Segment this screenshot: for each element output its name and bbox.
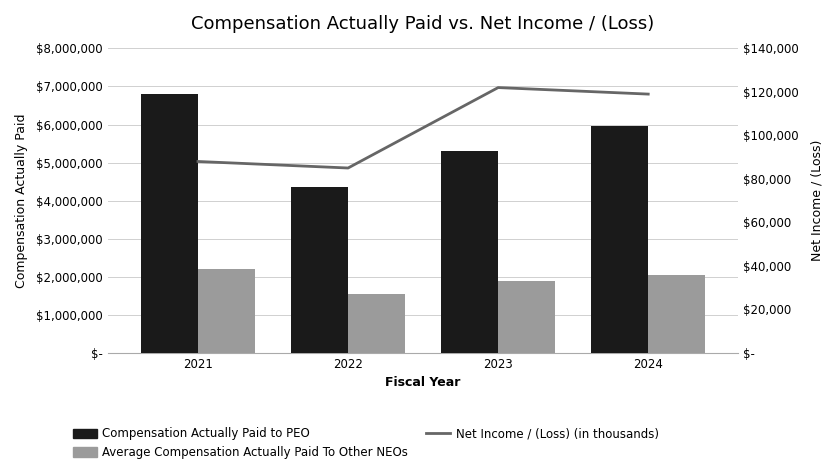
Bar — [498, 281, 556, 353]
Y-axis label: Net Income / (Loss): Net Income / (Loss) — [810, 140, 823, 261]
Bar — [441, 151, 498, 353]
Bar — [141, 94, 198, 353]
Title: Compensation Actually Paid vs. Net Income / (Loss): Compensation Actually Paid vs. Net Incom… — [192, 15, 654, 33]
Bar — [649, 275, 706, 353]
Bar — [348, 294, 405, 353]
Y-axis label: Compensation Actually Paid: Compensation Actually Paid — [15, 113, 28, 288]
Legend: Compensation Actually Paid to PEO, Average Compensation Actually Paid To Other N: Compensation Actually Paid to PEO, Avera… — [73, 428, 659, 459]
X-axis label: Fiscal Year: Fiscal Year — [385, 376, 461, 389]
Bar — [198, 269, 255, 353]
Bar — [591, 126, 649, 353]
Bar — [291, 188, 348, 353]
